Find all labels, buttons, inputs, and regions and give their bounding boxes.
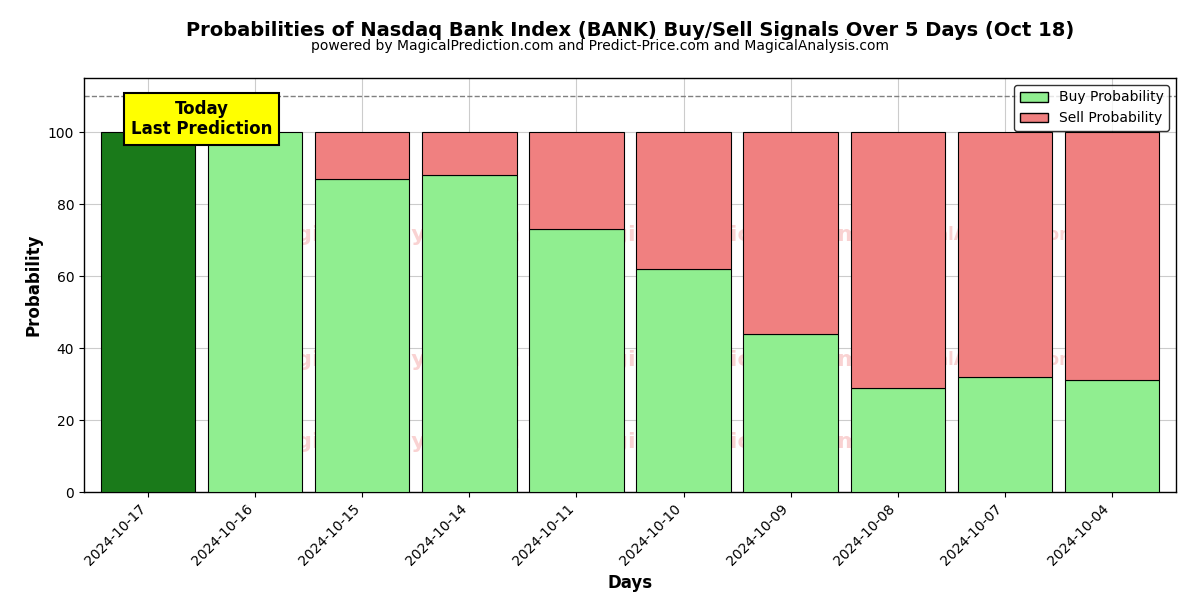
Text: MagicalAnalysis.com: MagicalAnalysis.com	[259, 350, 521, 370]
Title: Probabilities of Nasdaq Bank Index (BANK) Buy/Sell Signals Over 5 Days (Oct 18): Probabilities of Nasdaq Bank Index (BANK…	[186, 22, 1074, 40]
Bar	[958, 377, 1052, 492]
Bar	[529, 229, 624, 492]
Bar	[101, 132, 196, 492]
Bar	[851, 132, 944, 388]
Text: powered by MagicalPrediction.com and Predict-Price.com and MagicalAnalysis.com: powered by MagicalPrediction.com and Pre…	[311, 39, 889, 53]
Legend: Buy Probability, Sell Probability: Buy Probability, Sell Probability	[1014, 85, 1169, 131]
Text: MagicalAnalysis.com: MagicalAnalysis.com	[259, 433, 521, 452]
Y-axis label: Probability: Probability	[24, 234, 42, 336]
Bar	[316, 179, 409, 492]
Bar	[744, 334, 838, 492]
Bar	[1064, 132, 1159, 380]
Bar	[208, 132, 302, 492]
Text: MagicalPrediction.com: MagicalPrediction.com	[575, 433, 860, 452]
Text: MagicalAnalysis.com: MagicalAnalysis.com	[882, 226, 1076, 244]
Bar	[636, 269, 731, 492]
Bar	[422, 132, 516, 175]
Bar	[744, 132, 838, 334]
Bar	[851, 388, 944, 492]
Bar	[422, 175, 516, 492]
Bar	[636, 132, 731, 269]
Text: Today
Last Prediction: Today Last Prediction	[131, 100, 272, 139]
Bar	[1064, 380, 1159, 492]
Text: MagicalPrediction.com: MagicalPrediction.com	[575, 226, 860, 245]
X-axis label: Days: Days	[607, 574, 653, 592]
Text: MagicalAnalysis.com: MagicalAnalysis.com	[259, 226, 521, 245]
Bar	[529, 132, 624, 229]
Text: MagicalPrediction.com: MagicalPrediction.com	[575, 350, 860, 370]
Bar	[316, 132, 409, 179]
Text: MagicalAnalysis.com: MagicalAnalysis.com	[882, 350, 1076, 368]
Bar	[958, 132, 1052, 377]
